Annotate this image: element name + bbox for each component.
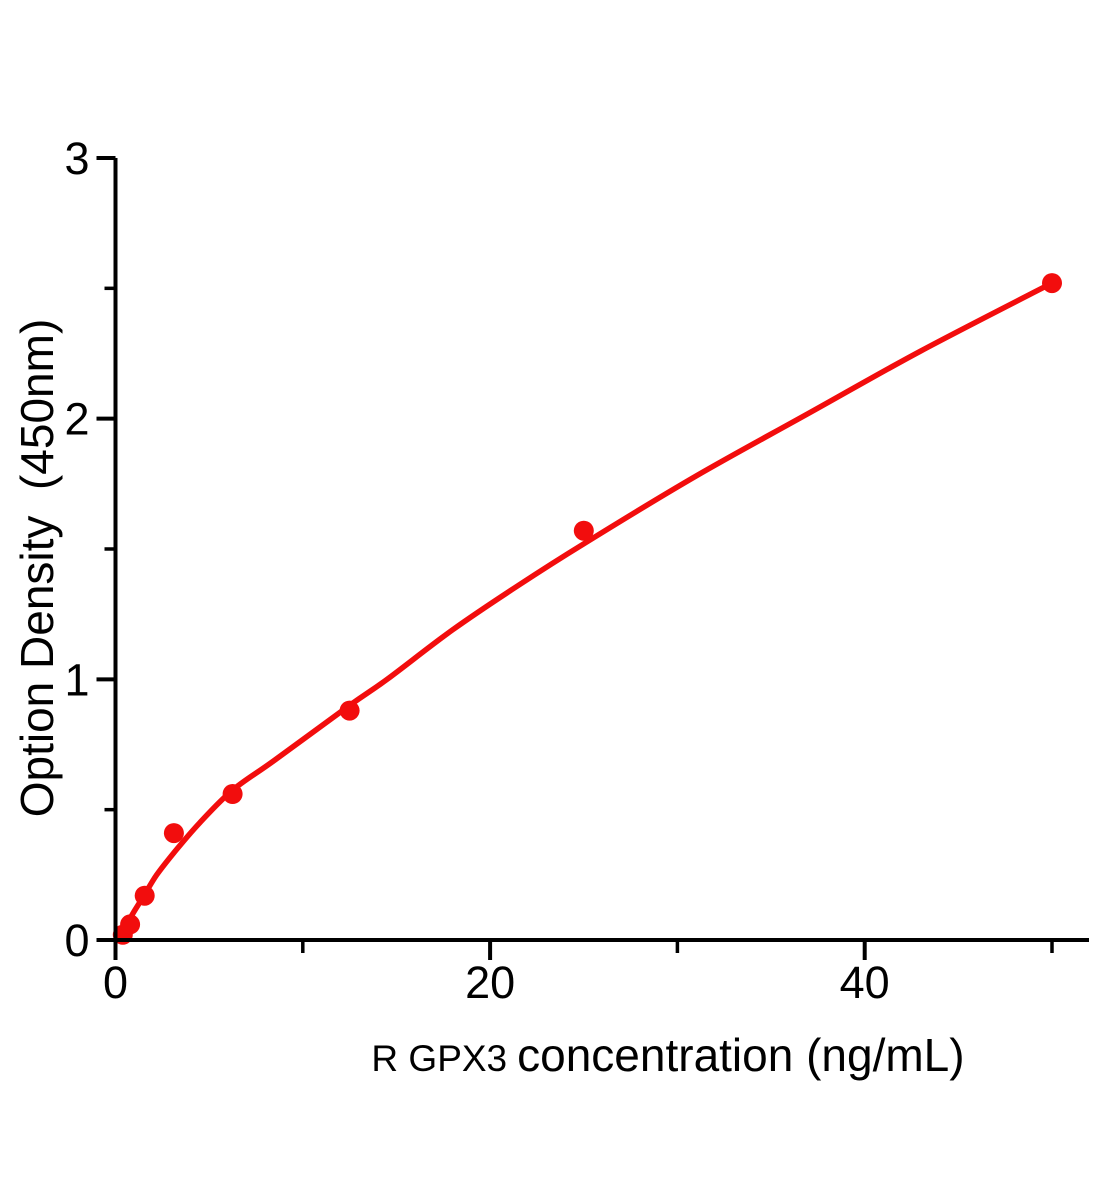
- data-point: [163, 823, 184, 844]
- x-axis-title: R GPX3 concentration (ng/mL): [371, 1032, 964, 1078]
- y-tick-label: 0: [64, 915, 89, 966]
- data-point: [134, 885, 155, 906]
- x-tick-label: 40: [840, 957, 890, 1008]
- data-point: [222, 784, 243, 804]
- y-axis-title: Option Density (450nm): [11, 318, 63, 818]
- x-axis-title-prefix: R GPX3: [371, 1038, 508, 1079]
- x-tick-label: 0: [103, 957, 128, 1008]
- y-tick-label: 2: [64, 394, 89, 445]
- data-point: [339, 700, 360, 721]
- data-point: [573, 520, 594, 541]
- x-axis-title-main: concentration (ng/mL): [517, 1029, 965, 1081]
- y-tick-label: 1: [64, 654, 89, 705]
- data-point: [1042, 273, 1062, 294]
- y-tick-label: 3: [64, 133, 89, 184]
- standard-curve-line: [112, 280, 1055, 943]
- x-tick-label: 20: [465, 957, 515, 1008]
- data-point: [120, 914, 141, 935]
